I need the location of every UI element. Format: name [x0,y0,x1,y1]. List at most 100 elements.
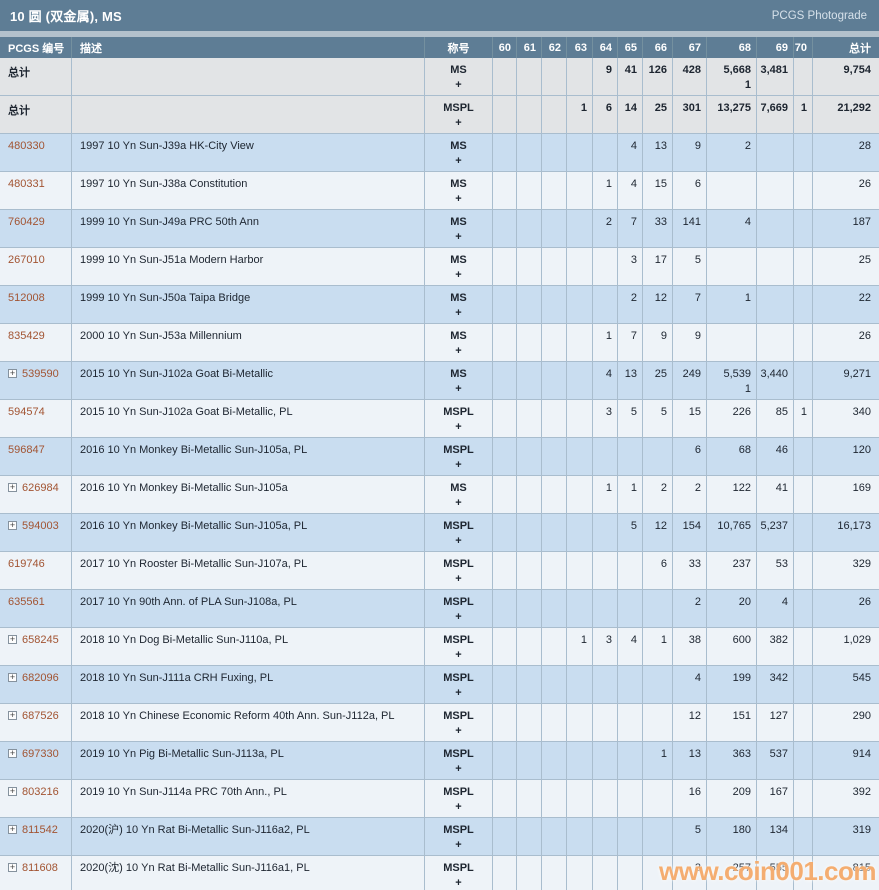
pcgs-number-link[interactable]: 512008 [8,292,45,304]
grade-70-cell [794,704,813,741]
expand-icon[interactable]: + [8,634,17,644]
grade-63-cell [567,172,593,209]
description-cell: 2000 10 Yn Sun-J53a Millennium [72,324,425,361]
grade-65-cell: 13 [618,362,643,399]
grade-62-cell [542,362,567,399]
pcgs-number-link[interactable]: 596847 [8,444,45,456]
designation-cell: MSPL + [425,856,493,890]
pcgs-number-link[interactable]: 594574 [8,406,45,418]
pcgs-number-link[interactable]: 480330 [8,140,45,152]
totals-label: 总计 [8,105,30,117]
expand-icon[interactable]: + [8,862,17,872]
pcgs-number-link[interactable]: 682096 [22,672,59,684]
grade-63-cell [567,704,593,741]
table-row: 635561 2017 10 Yn 90th Ann. of PLA Sun-J1… [0,590,879,628]
grade-61-cell [517,818,542,855]
expand-icon[interactable]: + [8,672,17,682]
grade-60-cell [493,552,517,589]
designation-label: MSPL [443,406,474,418]
grade-61-cell [517,324,542,361]
grade-67-cell: 16 [673,780,707,817]
designation-plus-label: + [455,497,462,509]
expand-icon[interactable]: + [8,520,17,530]
grade-69-cell: 3,481 [757,58,794,95]
designation-plus-label: + [455,231,462,243]
grade-66-cell: 5 [643,400,673,437]
grade-65-cell: 1 [618,476,643,513]
designation-cell: MSPL + [425,666,493,703]
grade-69-cell: 46 [757,438,794,475]
column-header-pcgs-number: PCGS 编号 [0,37,72,58]
grade-63-cell [567,134,593,171]
pcgs-number-link[interactable]: 635561 [8,596,45,608]
grade-62-cell [542,742,567,779]
expand-icon[interactable]: + [8,824,17,834]
pcgs-number-link[interactable]: 267010 [8,254,45,266]
grade-67-cell: 141 [673,210,707,247]
grade-61-cell [517,476,542,513]
pcgs-number-link[interactable]: 811542 [22,824,58,836]
pcgs-number-link[interactable]: 658245 [22,634,59,646]
pcgs-number-link[interactable]: 539590 [22,368,59,380]
grade-63-cell [567,324,593,361]
grade-65-cell [618,818,643,855]
pcgs-number-cell: +811608 [0,856,72,890]
grade-60-cell [493,172,517,209]
photograde-link[interactable]: PCGS Photograde [771,9,867,22]
pcgs-number-link[interactable]: 480331 [8,178,45,190]
grade-68-cell: 5,668 1 [707,58,757,95]
grade-65-cell: 4 [618,628,643,665]
grade-65-cell [618,666,643,703]
pcgs-number-link[interactable]: 697330 [22,748,59,760]
column-header-grade-67: 67 [673,37,707,58]
expand-icon[interactable]: + [8,482,17,492]
pcgs-number-link[interactable]: 811608 [22,862,58,874]
expand-icon[interactable]: + [8,710,17,720]
pcgs-number-cell: 596847 [0,438,72,475]
description-cell: 2019 10 Yn Pig Bi-Metallic Sun-J113a, PL [72,742,425,779]
grade-62-cell [542,476,567,513]
expand-icon[interactable]: + [8,748,17,758]
grade-68-cell: 209 [707,780,757,817]
column-header-grade-65: 65 [618,37,643,58]
description-cell: 2018 10 Yn Sun-J111a CRH Fuxing, PL [72,666,425,703]
grade-70-cell [794,286,813,323]
grade-63-cell: 1 [567,628,593,665]
total-cell: 28 [858,140,871,152]
designation-plus-label: + [455,877,462,889]
grade-68-cell: 13,275 [707,96,757,133]
pcgs-number-link[interactable]: 619746 [8,558,45,570]
expand-icon[interactable]: + [8,368,17,378]
grade-63-cell [567,362,593,399]
pcgs-number-cell: +658245 [0,628,72,665]
designation-plus-label: + [455,383,462,395]
grade-61-cell [517,134,542,171]
grade-60-cell [493,58,517,95]
grade-68-cell: 600 [707,628,757,665]
grade-61-cell [517,96,542,133]
pcgs-number-link[interactable]: 687526 [22,710,59,722]
grade-65-cell [618,856,643,890]
pcgs-number-link[interactable]: 760429 [8,216,45,228]
grade-70-cell [794,362,813,399]
grade-65-cell [618,552,643,589]
pcgs-number-cell: 总计 [0,58,72,95]
grade-61-cell [517,590,542,627]
grade-62-cell [542,134,567,171]
grade-61-cell [517,286,542,323]
column-header-designation: 称号 [425,37,493,58]
grade-62-cell [542,514,567,551]
pcgs-number-link[interactable]: 626984 [22,482,59,494]
total-cell: 392 [852,786,871,798]
table-row: +687526 2018 10 Yn Chinese Economic Refor… [0,704,879,742]
grade-67-cell: 12 [673,704,707,741]
pcgs-number-link[interactable]: 835429 [8,330,45,342]
grade-65-cell: 7 [618,210,643,247]
expand-icon[interactable]: + [8,786,17,796]
grade-61-cell [517,362,542,399]
grade-64-cell: 2 [593,210,618,247]
pcgs-number-link[interactable]: 803216 [22,786,59,798]
grade-67-cell: 154 [673,514,707,551]
pcgs-number-link[interactable]: 594003 [22,520,59,532]
total-cell: 319 [852,824,871,836]
